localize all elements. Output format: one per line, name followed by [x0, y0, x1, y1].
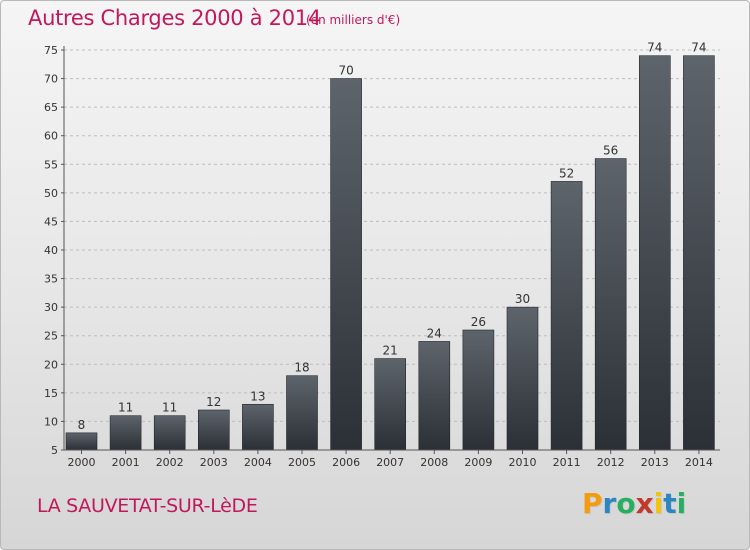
- data-label: 56: [603, 144, 618, 158]
- bar-2006: [330, 78, 362, 451]
- bar-2002: [153, 415, 186, 451]
- logo-letter: i: [653, 487, 664, 520]
- bar-2005: [286, 375, 318, 451]
- logo-letter: r: [602, 487, 617, 520]
- y-tick-label: 30: [44, 301, 58, 314]
- data-label: 11: [118, 401, 133, 415]
- y-tick-label: 10: [44, 415, 58, 428]
- logo-letter: i: [676, 487, 687, 520]
- y-tick-labels: 5 10 15 20 25 30 35 40 45 50 55 60 65 70 75: [44, 44, 64, 457]
- bar-2009: [462, 329, 495, 451]
- bar-2014: [683, 55, 715, 451]
- x-tick-label: 2000: [68, 456, 96, 469]
- bars: [65, 55, 715, 451]
- bar-2010: [506, 306, 539, 451]
- y-tick-label: 55: [44, 158, 58, 171]
- bar-2007: [374, 358, 407, 451]
- data-label: 74: [691, 41, 706, 55]
- x-tick-label: 2010: [509, 456, 537, 469]
- data-label: 8: [78, 418, 86, 432]
- y-tick-label: 5: [51, 444, 58, 457]
- bar-2013: [638, 55, 671, 451]
- chart-subtitle: (en milliers d'€): [306, 13, 401, 27]
- bar-2011: [550, 181, 583, 451]
- x-tick-labels: 2000 2001 2002 2003 2004 2005 2006 2007 2008 2009…: [68, 450, 713, 469]
- x-tick-label: 2003: [200, 456, 228, 469]
- y-tick-label: 15: [44, 387, 58, 400]
- data-label: 74: [647, 41, 662, 55]
- y-tick-label: 70: [44, 73, 58, 86]
- data-label: 21: [383, 344, 398, 358]
- x-tick-label: 2005: [288, 456, 316, 469]
- y-tick-label: 50: [44, 187, 58, 200]
- data-label: 70: [338, 64, 353, 78]
- data-label: 26: [471, 315, 486, 329]
- city-name: LA SAUVETAT-SUR-LèDE: [37, 495, 258, 517]
- data-label: 24: [427, 326, 442, 340]
- data-label: 12: [206, 395, 221, 409]
- data-label: 11: [162, 401, 177, 415]
- x-tick-label: 2008: [420, 456, 448, 469]
- chart-title: Autres Charges 2000 à 2014: [28, 6, 321, 30]
- y-tick-label: 65: [44, 101, 58, 114]
- data-label: 18: [294, 361, 309, 375]
- y-tick-label: 45: [44, 215, 58, 228]
- x-tick-label: 2014: [685, 456, 713, 469]
- x-tick-label: 2011: [553, 456, 581, 469]
- x-tick-label: 2009: [464, 456, 492, 469]
- data-label: 30: [515, 292, 530, 306]
- y-tick-label: 40: [44, 244, 58, 257]
- x-tick-label: 2006: [332, 456, 360, 469]
- data-labels: 8 11 11 12 13 18 70 21 24 26 30 52 56 74 74: [78, 41, 707, 432]
- y-tick-label: 35: [44, 273, 58, 286]
- bar-2008: [418, 341, 451, 451]
- bar-2012: [594, 158, 627, 451]
- logo-letter: t: [663, 487, 677, 520]
- bar-2004: [242, 403, 274, 451]
- bar-2000: [65, 432, 98, 451]
- bar-2003: [198, 409, 230, 451]
- x-tick-label: 2001: [112, 456, 140, 469]
- y-tick-label: 75: [44, 44, 58, 57]
- logo-letter: x: [635, 487, 654, 520]
- x-tick-label: 2002: [156, 456, 184, 469]
- x-tick-label: 2004: [244, 456, 272, 469]
- proxiti-logo: Proxiti: [582, 487, 686, 520]
- bar-2001: [109, 415, 142, 451]
- data-label: 52: [559, 166, 574, 180]
- x-tick-label: 2013: [641, 456, 669, 469]
- x-tick-label: 2012: [597, 456, 625, 469]
- y-tick-label: 60: [44, 130, 58, 143]
- data-label: 13: [250, 389, 265, 403]
- y-tick-label: 25: [44, 330, 58, 343]
- x-tick-label: 2007: [376, 456, 404, 469]
- logo-letter: o: [616, 487, 636, 520]
- y-tick-label: 20: [44, 358, 58, 371]
- logo-letter: P: [582, 487, 603, 520]
